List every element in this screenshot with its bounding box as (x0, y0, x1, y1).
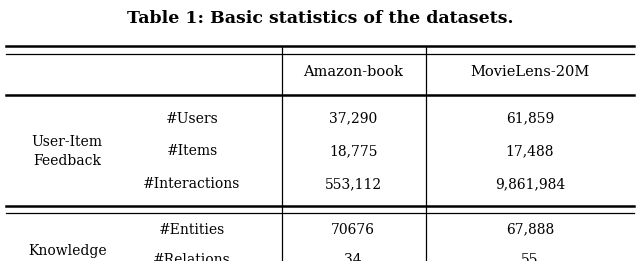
Text: Amazon-book: Amazon-book (303, 65, 403, 79)
Text: 70676: 70676 (332, 223, 375, 237)
Text: 67,888: 67,888 (506, 223, 554, 237)
Text: Knowledge
Graph: Knowledge Graph (28, 244, 106, 261)
Text: 18,775: 18,775 (329, 144, 378, 158)
Text: #Users: #Users (166, 112, 218, 126)
Text: 553,112: 553,112 (324, 177, 382, 191)
Text: 34: 34 (344, 253, 362, 261)
Text: #Entities: #Entities (159, 223, 225, 237)
Text: 17,488: 17,488 (506, 144, 554, 158)
Text: 61,859: 61,859 (506, 112, 554, 126)
Text: User-Item
Feedback: User-Item Feedback (32, 135, 102, 168)
Text: MovieLens-20M: MovieLens-20M (470, 65, 589, 79)
Text: #Interactions: #Interactions (143, 177, 241, 191)
Text: #Items: #Items (166, 144, 218, 158)
Text: Table 1: Basic statistics of the datasets.: Table 1: Basic statistics of the dataset… (127, 10, 513, 27)
Text: 9,861,984: 9,861,984 (495, 177, 565, 191)
Text: 55: 55 (521, 253, 539, 261)
Text: #Relations: #Relations (153, 253, 231, 261)
Text: 37,290: 37,290 (329, 112, 378, 126)
